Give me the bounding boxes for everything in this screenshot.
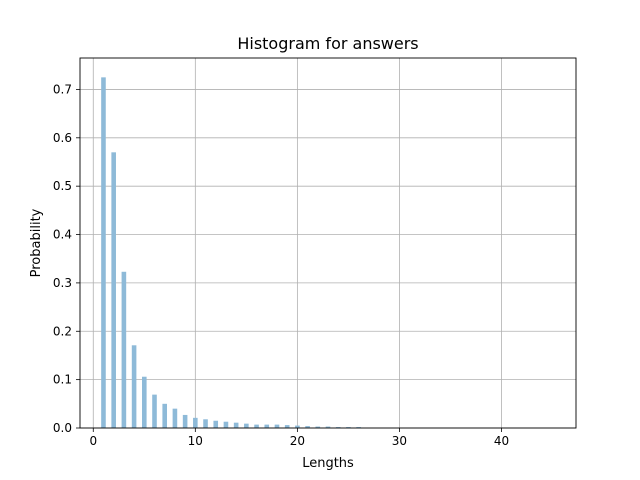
histogram-bar: [203, 419, 208, 428]
x-ticks: 0 10 20 30 40: [89, 428, 509, 448]
x-tick-label: 10: [188, 434, 203, 448]
histogram-bar: [254, 424, 259, 428]
histogram-bar: [101, 77, 106, 428]
histogram-bar: [284, 425, 290, 428]
x-tick-label: 20: [290, 434, 305, 448]
histogram-bar: [274, 424, 280, 428]
histogram-bar: [244, 423, 249, 428]
y-tick-label: 0.4: [53, 228, 72, 242]
histogram-bar: [346, 427, 351, 428]
histogram-bar: [233, 422, 239, 428]
y-tick-label: 0.1: [53, 373, 72, 387]
y-tick-label: 0.5: [53, 179, 72, 193]
y-axis-label: Probability: [29, 208, 44, 277]
histogram-bar: [305, 426, 310, 428]
histogram-bar: [111, 152, 116, 428]
histogram-bar: [335, 427, 341, 428]
histogram-bar: [356, 427, 361, 428]
histogram-bar: [131, 345, 137, 428]
histogram-bar: [213, 420, 219, 428]
x-axis-label: Lengths: [302, 456, 354, 471]
histogram-bar: [193, 417, 198, 428]
y-tick-label: 0.0: [53, 421, 72, 435]
histogram-bar: [295, 425, 300, 428]
histogram-bar: [162, 403, 168, 428]
y-tick-label: 0.2: [53, 324, 72, 338]
y-ticks: 0.0 0.1 0.2 0.3 0.4 0.5 0.6 0.7: [53, 82, 80, 435]
histogram-bar: [152, 394, 157, 428]
plot-frame: [79, 57, 577, 429]
histogram-bar: [142, 376, 147, 428]
histogram-bar: [264, 424, 270, 428]
y-tick-label: 0.3: [53, 276, 72, 290]
histogram-bar: [182, 414, 188, 428]
histogram-bar: [172, 408, 178, 428]
grid-lines: [80, 58, 576, 429]
x-tick-label: 40: [494, 434, 509, 448]
bars: [101, 77, 361, 428]
y-tick-label: 0.7: [53, 82, 72, 96]
histogram-bar: [223, 421, 229, 428]
histogram-bar: [315, 426, 321, 428]
x-tick-label: 0: [89, 434, 97, 448]
x-tick-label: 30: [392, 434, 407, 448]
y-tick-label: 0.6: [53, 131, 72, 145]
chart-title: Histogram for answers: [237, 34, 418, 53]
histogram-bar: [325, 426, 331, 428]
histogram-bar: [121, 271, 127, 428]
